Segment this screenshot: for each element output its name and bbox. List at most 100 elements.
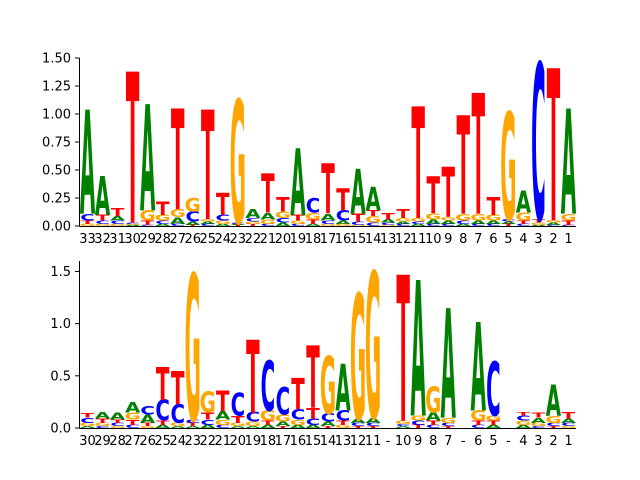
logo-panel-2: 0.00.51.01.53029282726252423222120191817… [50, 232, 577, 469]
logo-letter-t: T [532, 219, 546, 224]
logo-letter-t: T [336, 420, 350, 426]
logo-letter-c: C [80, 212, 95, 223]
x-tick-label: 8 [459, 232, 467, 247]
logo-letter-g: G [79, 223, 95, 226]
logo-letter-g: G [515, 210, 531, 223]
logo-letter-a: A [110, 215, 126, 222]
logo-letter-c: C [201, 418, 216, 427]
logo-letter-t: T [487, 420, 501, 426]
logo-letter-c: C [396, 223, 410, 226]
x-tick-label: - [506, 434, 511, 449]
x-tick-label: 18 [305, 232, 322, 247]
x-tick-label: - [461, 434, 466, 449]
y-tick-label: 1.0 [50, 317, 71, 332]
x-tick-label: 4 [519, 232, 527, 247]
logo-letter-g: G [109, 223, 125, 226]
logo-letter-g: G [275, 412, 291, 424]
x-tick-label: 5 [489, 434, 497, 449]
logo-letter-t: T [517, 412, 531, 417]
logo-letter-a: A [290, 424, 305, 429]
x-tick-label: 5 [504, 232, 512, 247]
logo-letter-t: T [276, 193, 290, 216]
logo-letter-c: C [231, 388, 245, 424]
x-tick-label: 15 [305, 434, 322, 449]
x-tick-label: 14 [365, 232, 382, 247]
logo-letter-c: C [351, 422, 366, 427]
x-tick-label: 6 [474, 434, 482, 449]
logo-letter-c: C [95, 220, 109, 225]
logo-letter-a: A [320, 212, 335, 223]
x-tick-label: 3 [534, 232, 542, 247]
x-tick-label: 14 [320, 434, 337, 449]
logo-letter-a: A [471, 220, 488, 225]
logo-letter-a: A [531, 416, 547, 425]
logo-letter-a: A [80, 426, 95, 429]
logo-letter-g: G [215, 418, 231, 427]
logo-letter-t: T [306, 218, 320, 225]
x-tick-label: 30 [124, 232, 141, 247]
x-tick-label: 8 [429, 434, 437, 449]
logo-letter-c: C [185, 209, 199, 225]
logo-letter-c: C [396, 423, 410, 426]
logo-letter-g: G [455, 212, 471, 223]
logo-letter-g: G [530, 422, 546, 427]
logo-letter-t: T [96, 418, 110, 424]
logo-letter-g: G [335, 424, 351, 429]
logo-letter-g: G [485, 414, 501, 423]
logo-letter-t: T [351, 211, 365, 224]
logo-letter-g: G [245, 221, 261, 224]
logo-letter-c: C [155, 220, 169, 225]
logo-letter-g: G [335, 223, 351, 226]
logo-letter-g: G [365, 232, 381, 466]
logo-letter-a: A [140, 412, 156, 425]
x-tick-label: 18 [260, 434, 277, 449]
logo-letter-a: A [80, 82, 95, 249]
logo-letter-c: C [170, 223, 184, 226]
x-tick-label: 7 [474, 232, 482, 247]
logo-letter-g: G [410, 218, 426, 223]
logo-letter-a: A [516, 424, 531, 429]
x-tick-label: 20 [275, 232, 292, 247]
logo-letter-a: A [305, 424, 320, 429]
logo-letter-c: C [246, 410, 260, 425]
logo-letter-t: T [562, 219, 576, 226]
logo-letter-c: C [110, 220, 124, 225]
logo-letter-g: G [425, 212, 441, 221]
x-tick-label: 17 [320, 232, 337, 247]
logo-letter-c: C [531, 19, 546, 270]
logo-letter-a: A [185, 221, 202, 226]
logo-letter-c: C [125, 222, 139, 224]
logo-letter-a: A [531, 225, 547, 227]
x-tick-label: 2 [549, 232, 557, 247]
y-tick-label: 0.0 [50, 422, 71, 437]
logo-letter-a: A [456, 223, 471, 226]
logo-letter-c: C [261, 346, 276, 426]
logo-letter-g: G [545, 220, 561, 223]
logo-letter-c: C [185, 419, 200, 424]
logo-letter-t: T [351, 426, 365, 429]
logo-letter-t: T [156, 420, 170, 426]
logo-letter-c: C [110, 422, 125, 427]
logo-letter-t: T [276, 426, 290, 429]
logo-letter-c: C [381, 222, 395, 225]
logo-letter-c: C [411, 221, 425, 224]
logo-letter-g: G [470, 408, 486, 425]
logo-letter-g: G [350, 225, 366, 227]
logo-letter-t: T [306, 328, 320, 429]
logo-letter-a: A [290, 129, 305, 237]
logo-letter-c: C [546, 422, 561, 427]
logo-letter-a: A [245, 426, 260, 429]
logo-letter-t: T [126, 418, 141, 427]
x-tick-label: 24 [169, 434, 186, 449]
logo-letter-t: T [442, 426, 456, 429]
logo-letter-g: G [350, 260, 366, 459]
logo-letter-c: C [546, 225, 560, 227]
logo-letter-c: C [321, 411, 335, 424]
logo-letter-t: T [487, 193, 501, 222]
logo-letter-a: A [155, 424, 170, 429]
logo-letter-t: T [562, 411, 576, 421]
logo-letter-t: T [336, 183, 350, 219]
logo-letter-a: A [380, 219, 397, 224]
logo-letter-t: T [141, 219, 155, 226]
x-tick-label: 20 [230, 434, 247, 449]
